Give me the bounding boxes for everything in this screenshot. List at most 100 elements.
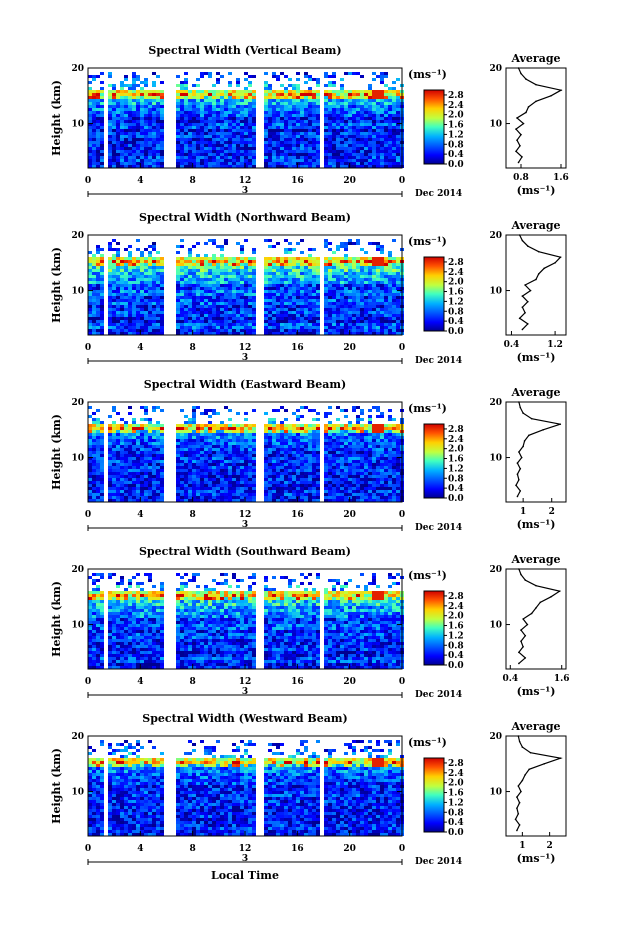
heatmap-cell <box>292 156 296 159</box>
heatmap-cell <box>396 117 400 120</box>
heatmap-cell <box>140 138 144 141</box>
heatmap-cell <box>264 287 268 290</box>
heatmap-cell <box>160 260 164 263</box>
heatmap-cell <box>384 332 388 335</box>
heatmap-cell <box>144 153 148 156</box>
heatmap-cell <box>108 135 112 138</box>
heatmap-cell <box>368 141 372 144</box>
heatmap-cell <box>328 162 332 165</box>
heatmap-cell <box>396 323 400 326</box>
heatmap-cell <box>144 320 148 323</box>
heatmap-cell <box>92 439 96 442</box>
heatmap-cell <box>148 317 152 320</box>
heatmap-cell <box>152 314 156 317</box>
heatmap-cell <box>160 311 164 314</box>
heatmap-cell <box>324 290 328 293</box>
heatmap-cell <box>152 326 156 329</box>
heatmap-cell <box>128 102 132 105</box>
heatmap-cell <box>176 317 180 320</box>
heatmap-cell <box>212 126 216 129</box>
heatmap-cell <box>160 472 164 475</box>
heatmap-cell <box>236 299 240 302</box>
heatmap-cell <box>100 451 104 454</box>
heatmap-cell <box>108 84 112 87</box>
heatmap-cell <box>92 496 96 499</box>
heatmap-cell <box>252 272 256 275</box>
heatmap-cell <box>332 120 336 123</box>
heatmap-cell <box>212 263 216 266</box>
heatmap-cell <box>96 469 100 472</box>
heatmap-cell <box>332 317 336 320</box>
heatmap-cell <box>396 320 400 323</box>
heatmap-cell <box>100 317 104 320</box>
heatmap-cell <box>312 257 316 260</box>
heatmap-cell <box>376 248 380 251</box>
heatmap-cell <box>372 257 376 260</box>
heatmap-cell <box>192 290 196 293</box>
heatmap-cell <box>364 111 368 114</box>
heatmap-cell <box>216 287 220 290</box>
heatmap-cell <box>108 102 112 105</box>
heatmap-cell <box>208 102 212 105</box>
heatmap-cell <box>96 138 100 141</box>
heatmap-cell <box>204 317 208 320</box>
heatmap-cell <box>308 257 312 260</box>
heatmap-cell <box>160 287 164 290</box>
heatmap-cell <box>312 266 316 269</box>
heatmap-cell <box>192 481 196 484</box>
heatmap-cell <box>188 135 192 138</box>
heatmap-cell <box>208 93 212 96</box>
heatmap-cell <box>372 281 376 284</box>
heatmap-cell <box>200 484 204 487</box>
heatmap-cell <box>336 329 340 332</box>
heatmap-cell <box>188 156 192 159</box>
heatmap-cell <box>116 102 120 105</box>
heatmap-cell <box>340 257 344 260</box>
heatmap-cell <box>120 272 124 275</box>
heatmap-cell <box>196 323 200 326</box>
heatmap-cell <box>268 144 272 147</box>
heatmap-cell <box>212 293 216 296</box>
heatmap-cell <box>200 269 204 272</box>
heatmap-cell <box>176 284 180 287</box>
heatmap-cell <box>192 284 196 287</box>
heatmap-cell <box>156 135 160 138</box>
heatmap-cell <box>188 305 192 308</box>
heatmap-cell <box>212 99 216 102</box>
heatmap-cell <box>112 275 116 278</box>
heatmap-cell <box>120 90 124 93</box>
heatmap-cell <box>100 269 104 272</box>
heatmap-cell <box>184 308 188 311</box>
heatmap-cell <box>372 269 376 272</box>
heatmap-cell <box>192 406 196 409</box>
heatmap-cell <box>120 126 124 129</box>
heatmap-cell <box>192 475 196 478</box>
heatmap-cell <box>148 484 152 487</box>
heatmap-cell <box>92 141 96 144</box>
heatmap-cell <box>132 84 136 87</box>
heatmap-cell <box>220 469 224 472</box>
heatmap-cell <box>284 108 288 111</box>
heatmap-cell <box>304 102 308 105</box>
heatmap-cell <box>300 251 304 254</box>
heatmap-cell <box>232 272 236 275</box>
heatmap-cell <box>100 99 104 102</box>
heatmap-cell <box>292 114 296 117</box>
heatmap-cell <box>380 278 384 281</box>
heatmap-cell <box>192 272 196 275</box>
heatmap-cell <box>108 314 112 317</box>
heatmap-cell <box>264 141 268 144</box>
heatmap-cell <box>136 320 140 323</box>
heatmap-cell <box>132 424 136 427</box>
heatmap-cell <box>300 290 304 293</box>
heatmap-cell <box>220 293 224 296</box>
heatmap-cell <box>232 123 236 126</box>
heatmap-cell <box>124 326 128 329</box>
heatmap-cell <box>364 308 368 311</box>
heatmap-cell <box>264 260 268 263</box>
profile-title: Average <box>510 52 560 65</box>
profile-point <box>535 278 537 281</box>
heatmap-cell <box>116 90 120 93</box>
heatmap-cell <box>360 108 364 111</box>
heatmap-cell <box>344 102 348 105</box>
